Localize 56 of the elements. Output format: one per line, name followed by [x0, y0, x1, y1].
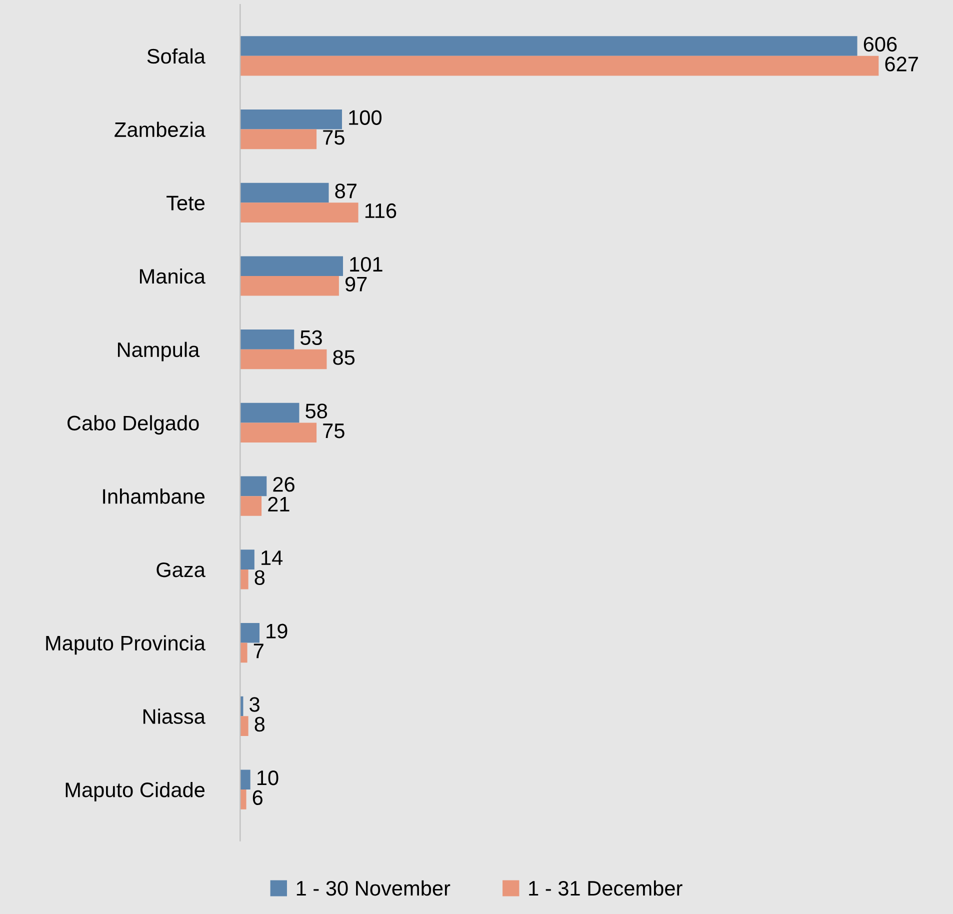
y-tick-label: Gaza	[156, 562, 206, 578]
y-tick-label: Maputo Cidade	[66, 782, 205, 802]
legend-label: 1 - 30 November	[296, 880, 450, 896]
data-label: 53	[300, 330, 322, 346]
bar	[240, 496, 262, 516]
data-label: 3	[250, 697, 260, 712]
bar	[240, 109, 342, 130]
data-label: 101	[350, 256, 382, 272]
data-label: 14	[262, 550, 283, 565]
bar	[240, 569, 248, 590]
data-label: 26	[273, 477, 294, 492]
data-label: 97	[345, 276, 367, 292]
data-label: 10	[257, 770, 278, 786]
y-tick-label: Sofala	[147, 48, 206, 64]
y-tick-label: Inhambane	[103, 488, 205, 504]
data-label: 85	[333, 350, 355, 365]
data-label: 116	[365, 203, 396, 218]
bar	[240, 550, 254, 570]
y-tick-label: Zambezia	[114, 122, 206, 138]
bar	[240, 276, 339, 296]
bar	[240, 256, 344, 276]
bar	[240, 716, 248, 736]
data-label: 8	[254, 570, 265, 585]
data-label: 606	[864, 36, 897, 52]
bar	[240, 349, 327, 370]
bar	[240, 476, 267, 496]
y-tick-label: Niassa	[143, 708, 206, 724]
data-label: 19	[266, 624, 288, 638]
data-label: 8	[254, 716, 265, 732]
bar	[240, 642, 248, 663]
data-label: 58	[306, 404, 328, 418]
y-tick-label: Manica	[140, 268, 206, 284]
bar	[240, 422, 317, 443]
bar	[240, 202, 358, 222]
data-label: 627	[885, 56, 918, 72]
data-label: 21	[268, 496, 290, 512]
data-label: 75	[323, 130, 344, 145]
data-label: 87	[335, 184, 356, 198]
bar	[240, 56, 879, 76]
y-tick-label: Cabo Delgado	[68, 415, 199, 435]
y-tick-label: Tete	[166, 196, 205, 210]
bar	[240, 36, 858, 56]
data-label: 75	[323, 424, 344, 438]
bar	[240, 623, 260, 643]
y-tick-label: Maputo Provincia	[46, 635, 206, 655]
y-tick-label: Nampula	[118, 342, 200, 362]
bar	[240, 330, 294, 350]
bar	[240, 790, 246, 810]
data-label: 100	[349, 110, 382, 125]
legend-label: 1 - 31 December	[529, 880, 682, 896]
bar	[240, 129, 317, 150]
data-label: 6	[252, 790, 262, 806]
bar	[240, 182, 329, 203]
bar	[240, 402, 300, 423]
data-label: 7	[254, 644, 264, 658]
bar	[240, 770, 250, 790]
